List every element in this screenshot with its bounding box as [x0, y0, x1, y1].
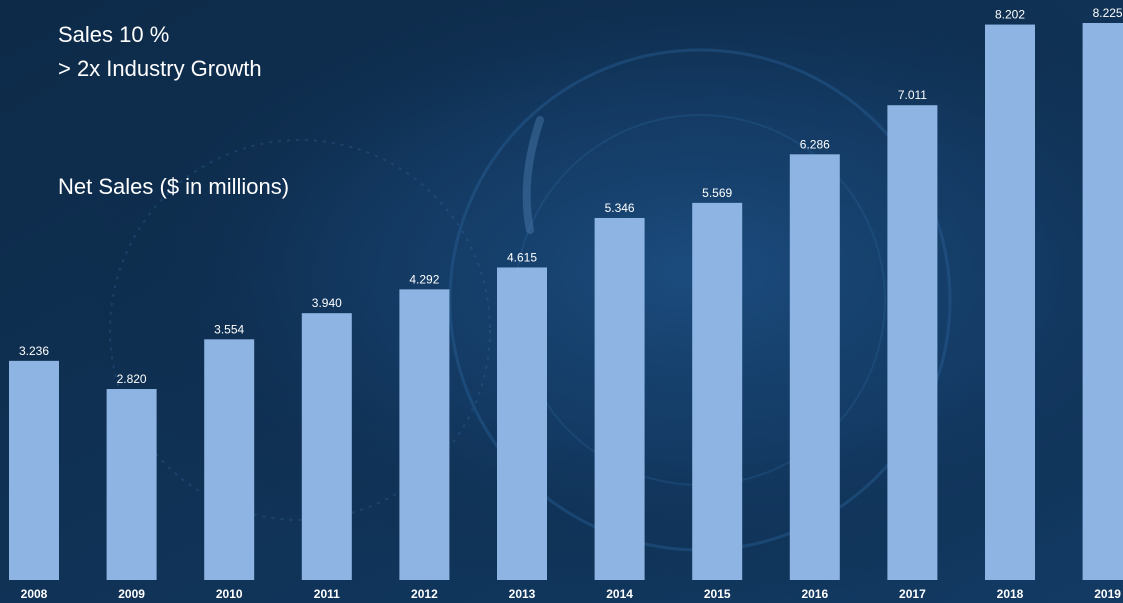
bar-2017: [887, 105, 938, 580]
bar-2015: [692, 202, 743, 580]
bar-2008: [9, 360, 59, 580]
value-label-2016: 6.286: [800, 137, 830, 151]
bar-2014: [594, 217, 645, 581]
x-tick-2014: 2014: [606, 587, 633, 601]
x-tick-2019: 2019: [1094, 587, 1121, 601]
x-tick-2016: 2016: [801, 587, 828, 601]
value-label-2017: 7.011: [898, 88, 927, 102]
x-tick-2009: 2009: [118, 587, 145, 601]
x-tick-2008: 2008: [21, 587, 48, 601]
x-tick-2010: 2010: [216, 587, 243, 601]
bar-2012: [399, 289, 450, 580]
chart-subtitle: Net Sales ($ in millions): [58, 174, 290, 199]
x-tick-2011: 2011: [314, 587, 340, 601]
x-tick-2012: 2012: [411, 587, 438, 601]
bar-2016: [789, 154, 840, 580]
x-tick-2015: 2015: [704, 587, 731, 601]
bar-2010: [204, 339, 255, 580]
bar-2013: [497, 267, 547, 580]
value-label-2010: 3.554: [214, 322, 244, 336]
headline-sales-growth: Sales 10 %: [58, 22, 170, 47]
value-label-2018: 8.202: [995, 8, 1025, 22]
value-label-2014: 5.346: [605, 201, 635, 215]
value-label-2015: 5.569: [702, 186, 732, 200]
value-label-2011: 3.940: [312, 296, 342, 310]
x-tick-2017: 2017: [899, 587, 926, 601]
value-label-2012: 4.292: [409, 272, 439, 286]
value-label-2013: 4.615: [507, 250, 537, 264]
value-label-2009: 2.820: [117, 372, 147, 386]
x-tick-2018: 2018: [997, 587, 1024, 601]
bar-2018: [985, 24, 1035, 581]
value-label-2019: 8.225: [1093, 6, 1123, 20]
x-tick-2013: 2013: [509, 587, 536, 601]
headline-industry-growth: > 2x Industry Growth: [58, 56, 262, 81]
value-label-2008: 3.236: [19, 344, 49, 358]
bar-2009: [106, 389, 157, 580]
bar-2019: [1082, 23, 1123, 580]
bar-2011: [301, 313, 352, 580]
